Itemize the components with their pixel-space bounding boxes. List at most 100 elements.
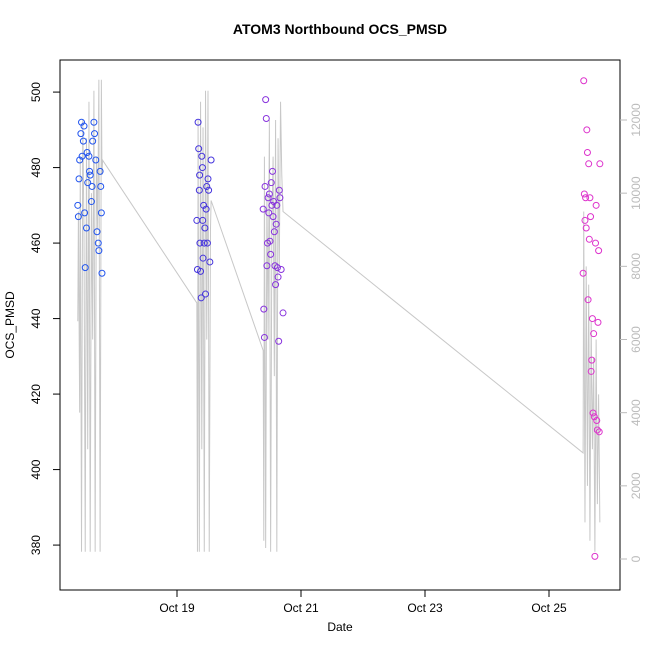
point	[272, 220, 280, 228]
point	[77, 130, 85, 138]
point	[587, 213, 595, 221]
point	[593, 426, 601, 434]
point	[82, 224, 90, 232]
point	[262, 96, 270, 104]
point	[588, 315, 596, 323]
y-tick-label: 460	[29, 233, 43, 253]
point	[74, 213, 82, 221]
point	[274, 273, 282, 281]
point	[207, 156, 215, 164]
point	[586, 194, 594, 202]
point	[584, 296, 592, 304]
point	[592, 239, 600, 247]
point	[92, 156, 100, 164]
y2-tick-label: 12000	[629, 103, 643, 137]
point	[591, 552, 599, 560]
point	[75, 175, 83, 183]
point	[195, 186, 203, 194]
y2-tick-label: 4000	[629, 399, 643, 426]
point	[260, 305, 268, 313]
point	[588, 356, 596, 364]
line	[77, 79, 601, 552]
y2-tick-label: 0	[629, 555, 643, 562]
point	[96, 167, 104, 175]
point	[98, 269, 106, 277]
point	[193, 216, 201, 224]
point	[273, 201, 281, 209]
point	[267, 250, 275, 258]
point	[198, 152, 206, 160]
point	[95, 247, 103, 255]
point	[582, 224, 590, 232]
point	[197, 294, 205, 302]
point	[272, 281, 280, 289]
point	[580, 77, 588, 85]
point	[94, 239, 102, 247]
point	[199, 216, 207, 224]
point	[91, 130, 99, 138]
y-tick-label: 500	[29, 82, 43, 102]
point	[589, 409, 597, 417]
point	[205, 186, 213, 194]
point	[262, 115, 270, 123]
point	[590, 330, 598, 338]
point	[267, 179, 275, 187]
point	[78, 152, 86, 160]
point	[195, 145, 203, 153]
point	[79, 137, 87, 145]
x-axis-label: Date	[327, 620, 353, 634]
point	[88, 182, 96, 190]
point	[265, 190, 273, 198]
point	[585, 160, 593, 168]
point	[265, 209, 273, 217]
point	[74, 201, 82, 209]
point	[266, 237, 274, 245]
x-tick-label: Oct 25	[531, 601, 567, 615]
point	[86, 167, 94, 175]
point	[270, 228, 278, 236]
x-tick-label: Oct 19	[159, 601, 195, 615]
point	[80, 122, 88, 130]
chart-title: ATOM3 Northbound OCS_PMSD	[233, 21, 447, 37]
point	[204, 175, 212, 183]
point	[261, 182, 269, 190]
point	[86, 171, 94, 179]
point	[264, 194, 272, 202]
point	[268, 201, 276, 209]
point	[593, 417, 601, 425]
point	[587, 367, 595, 375]
point	[263, 262, 271, 270]
point	[87, 198, 95, 206]
point	[596, 160, 604, 168]
point	[259, 205, 267, 213]
point	[83, 148, 91, 156]
point	[90, 118, 98, 126]
plot-frame	[59, 59, 621, 591]
point	[279, 309, 287, 317]
y-tick-label: 480	[29, 157, 43, 177]
point	[93, 228, 101, 236]
point	[197, 267, 205, 275]
point	[202, 290, 210, 298]
point	[81, 264, 89, 272]
point	[194, 118, 202, 126]
point	[269, 213, 277, 221]
y-tick-label: 380	[29, 535, 43, 555]
point	[97, 182, 105, 190]
y2-tick-label: 6000	[629, 326, 643, 353]
y2-tick-label: 10000	[629, 176, 643, 210]
y-axis-label: OCS_PMSD	[3, 291, 17, 359]
x-tick-label: Oct 23	[407, 601, 443, 615]
point	[84, 179, 92, 187]
x-tick-label: Oct 21	[283, 601, 319, 615]
point	[583, 126, 591, 134]
point	[203, 182, 211, 190]
y-tick-label: 440	[29, 308, 43, 328]
y2-tick-label: 2000	[629, 472, 643, 499]
point	[581, 216, 589, 224]
point	[206, 258, 214, 266]
y2-tick-label: 8000	[629, 253, 643, 280]
point	[196, 239, 204, 247]
point	[592, 201, 600, 209]
